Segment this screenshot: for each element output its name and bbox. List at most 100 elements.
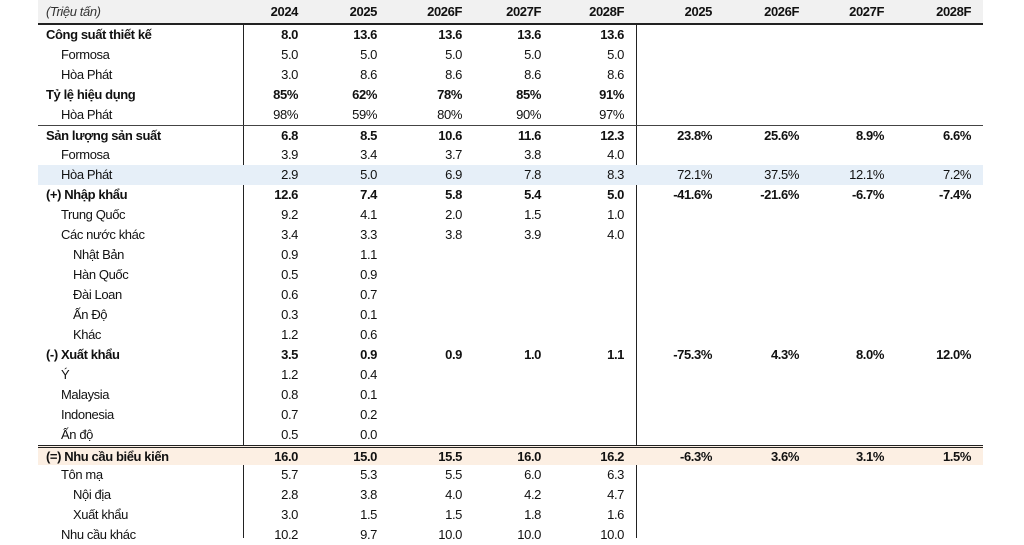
- value-cell: 16.0: [517, 449, 541, 464]
- value-cell: 1.5: [360, 507, 377, 522]
- row-label: Công suất thiết kế: [46, 27, 152, 42]
- table-row: Hòa Phát 3.0 8.6 8.6 8.6 8.6: [38, 65, 983, 85]
- value-cell: 5.0: [445, 47, 462, 62]
- table-row: Hàn Quốc 0.5 0.9: [38, 265, 983, 285]
- growth-year-header: 2028F: [936, 4, 971, 19]
- table-row: Hòa Phát 2.9 5.0 6.9 7.8 8.3 72.1% 37.5% 12.1% 7.…: [38, 165, 983, 185]
- row-label: Sản lượng sản suất: [46, 128, 161, 143]
- growth-cell: 12.1%: [849, 167, 884, 182]
- value-cell: 3.8: [445, 227, 462, 242]
- row-label: (-) Xuất khẩu: [46, 347, 120, 362]
- growth-cell: 1.5%: [942, 449, 971, 464]
- row-label: Nhu cầu khác: [61, 527, 136, 542]
- value-cell: 6.3: [607, 467, 624, 482]
- row-label: Formosa: [61, 47, 110, 62]
- growth-cell: 23.8%: [677, 128, 712, 143]
- value-cell: 1.6: [607, 507, 624, 522]
- table-row: Sản lượng sản suất 6.8 8.5 10.6 11.6 12.3 23.8…: [38, 125, 983, 145]
- value-cell: 13.6: [600, 27, 624, 42]
- row-label: Hòa Phát: [61, 67, 113, 82]
- growth-year-header: 2027F: [849, 4, 884, 19]
- value-cell: 2.9: [281, 167, 298, 182]
- growth-cell: -6.7%: [852, 187, 884, 202]
- value-cell: 0.1: [360, 307, 377, 322]
- value-cell: 8.3: [607, 167, 624, 182]
- value-cell: 15.0: [353, 449, 377, 464]
- table-row: Ý 1.2 0.4: [38, 365, 983, 385]
- value-cell: 3.8: [360, 487, 377, 502]
- value-cell: 12.6: [274, 187, 298, 202]
- growth-year-header: 2025: [684, 4, 713, 19]
- growth-cell: -6.3%: [680, 449, 712, 464]
- value-cell: 5.0: [360, 167, 377, 182]
- value-cell: 5.0: [524, 47, 541, 62]
- column-divider: [243, 0, 244, 538]
- value-cell: 3.8: [524, 147, 541, 162]
- growth-cell: 4.3%: [770, 347, 799, 362]
- value-cell: 0.9: [360, 347, 377, 362]
- row-label: Malaysia: [61, 387, 110, 402]
- row-label: Nhật Bản: [73, 247, 125, 262]
- value-cell: 1.2: [281, 327, 298, 342]
- table-row: (+) Nhập khẩu 12.6 7.4 5.8 5.4 5.0 -41.6% -21.6…: [38, 185, 983, 205]
- value-cell: 13.6: [517, 27, 541, 42]
- value-cell: 0.2: [360, 407, 377, 422]
- value-cell: 2.0: [445, 207, 462, 222]
- table-row: Formosa 5.0 5.0 5.0 5.0 5.0: [38, 45, 983, 65]
- value-cell: 10.6: [438, 128, 462, 143]
- row-label: Trung Quốc: [61, 207, 126, 222]
- row-label: Ấn Độ: [73, 307, 108, 322]
- value-cell: 6.0: [524, 467, 541, 482]
- value-cell: 10.0: [517, 527, 541, 542]
- value-cell: 9.2: [281, 207, 298, 222]
- row-label: Hòa Phát: [61, 107, 113, 122]
- growth-cell: -7.4%: [939, 187, 971, 202]
- value-cell: 0.4: [360, 367, 377, 382]
- row-label: (+) Nhập khẩu: [46, 187, 128, 202]
- value-cell: 0.9: [360, 267, 377, 282]
- value-cell: 10.2: [274, 527, 298, 542]
- table-header: (Triệu tấn) 2024 2025 2026F 2027F 2028F 2025 2…: [38, 0, 983, 25]
- column-divider: [636, 0, 637, 538]
- value-cell: 5.8: [445, 187, 462, 202]
- value-cell: 0.5: [281, 267, 298, 282]
- growth-year-header: 2026F: [764, 4, 799, 19]
- table-row: Ấn Độ 0.3 0.1: [38, 305, 983, 325]
- growth-cell: 37.5%: [764, 167, 799, 182]
- table-row: Hòa Phát 98% 59% 80% 90% 97%: [38, 105, 983, 125]
- growth-cell: 72.1%: [677, 167, 712, 182]
- row-label: Formosa: [61, 147, 110, 162]
- value-cell: 80%: [437, 107, 462, 122]
- row-label: Indonesia: [61, 407, 114, 422]
- value-cell: 3.4: [360, 147, 377, 162]
- value-cell: 7.8: [524, 167, 541, 182]
- table-row: Nội địa 2.8 3.8 4.0 4.2 4.7: [38, 485, 983, 505]
- growth-cell: -41.6%: [673, 187, 712, 202]
- table-row: Nhu cầu khác 10.2 9.7 10.0 10.0 10.0: [38, 525, 983, 545]
- value-cell: 1.5: [445, 507, 462, 522]
- value-cell: 0.0: [360, 427, 377, 442]
- growth-cell: 8.9%: [855, 128, 884, 143]
- value-cell: 3.3: [360, 227, 377, 242]
- value-cell: 8.6: [607, 67, 624, 82]
- unit-label: (Triệu tấn): [46, 4, 101, 19]
- table-row: Trung Quốc 9.2 4.1 2.0 1.5 1.0: [38, 205, 983, 225]
- value-cell: 4.7: [607, 487, 624, 502]
- table-row: Đài Loan 0.6 0.7: [38, 285, 983, 305]
- value-cell: 1.2: [281, 367, 298, 382]
- value-cell: 0.8: [281, 387, 298, 402]
- value-cell: 78%: [437, 87, 462, 102]
- value-cell: 6.8: [281, 128, 298, 143]
- value-cell: 0.7: [281, 407, 298, 422]
- value-cell: 2.8: [281, 487, 298, 502]
- value-cell: 85%: [516, 87, 541, 102]
- table-row: Formosa 3.9 3.4 3.7 3.8 4.0: [38, 145, 983, 165]
- value-cell: 85%: [273, 87, 298, 102]
- table-row: (-) Xuất khẩu 3.5 0.9 0.9 1.0 1.1 -75.3% 4.3% 8.…: [38, 345, 983, 365]
- value-cell: 1.0: [607, 207, 624, 222]
- value-cell: 10.0: [438, 527, 462, 542]
- value-cell: 16.0: [274, 449, 298, 464]
- value-cell: 6.9: [445, 167, 462, 182]
- value-cell: 5.4: [524, 187, 541, 202]
- value-cell: 0.7: [360, 287, 377, 302]
